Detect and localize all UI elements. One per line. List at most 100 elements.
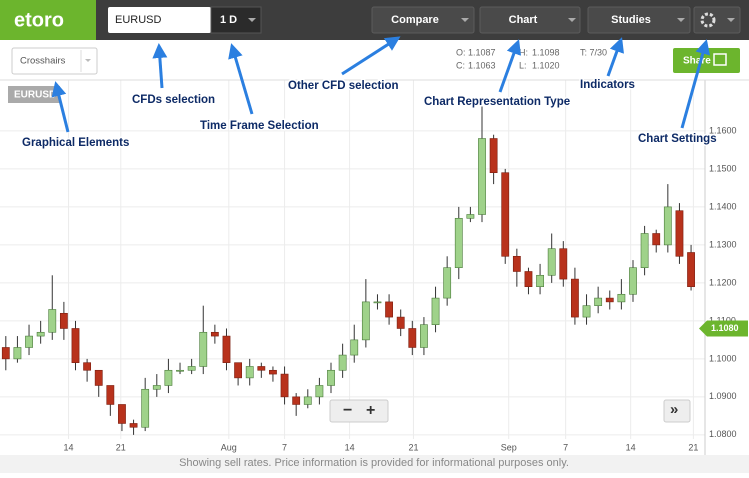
footer-bg bbox=[0, 455, 749, 473]
x-tick-label: Aug bbox=[221, 442, 237, 452]
candle-body bbox=[141, 388, 150, 428]
candle-body bbox=[396, 316, 405, 329]
annotation-arrows bbox=[51, 36, 710, 133]
candle-body bbox=[292, 396, 301, 405]
candle-body bbox=[48, 309, 57, 333]
share-icon bbox=[713, 53, 727, 66]
candle-body bbox=[687, 252, 695, 287]
ohlc-value: 1.1020 bbox=[532, 60, 560, 70]
candle-body bbox=[13, 347, 22, 360]
candle-body bbox=[199, 331, 208, 367]
candle-body bbox=[25, 335, 33, 348]
y-tick-label: 1.1600 bbox=[709, 125, 737, 135]
scroll-icon: » bbox=[670, 401, 678, 418]
y-tick-label: 1.1200 bbox=[709, 277, 737, 287]
candle-body bbox=[152, 385, 161, 390]
candle-body bbox=[83, 362, 92, 371]
candle-body bbox=[675, 210, 684, 257]
compare-button[interactable] bbox=[371, 6, 475, 34]
candle-body bbox=[478, 138, 486, 215]
y-tick-label: 1.1000 bbox=[709, 353, 737, 363]
candle-body bbox=[118, 404, 126, 424]
candle-body bbox=[36, 331, 45, 337]
axis-bg bbox=[705, 80, 749, 455]
caret bbox=[727, 18, 735, 22]
ohlc-time: T: 7/30 bbox=[580, 47, 607, 57]
candle-body bbox=[176, 369, 184, 372]
candle-body bbox=[466, 214, 475, 219]
candle-body bbox=[547, 248, 556, 276]
candle-body bbox=[59, 312, 68, 329]
arrow bbox=[152, 43, 168, 89]
annotation: Time Frame Selection bbox=[200, 120, 319, 132]
y-tick-label: 1.1300 bbox=[709, 239, 737, 249]
symbol-badge-text: EURUSD bbox=[14, 90, 56, 101]
ohlc-label: O: bbox=[456, 47, 466, 57]
caret bbox=[248, 18, 256, 22]
candle-body bbox=[373, 301, 382, 304]
y-tick-label: 1.1400 bbox=[709, 201, 737, 211]
caret bbox=[461, 18, 469, 22]
candle-body bbox=[280, 373, 289, 398]
annotation: Other CFD selection bbox=[288, 80, 399, 92]
candle-body bbox=[315, 385, 324, 398]
candle-body bbox=[571, 278, 579, 318]
crosshairs-text: Crosshairs bbox=[20, 56, 66, 67]
zoom-out[interactable]: − bbox=[343, 402, 352, 419]
symbol-text: EURUSD bbox=[115, 14, 162, 26]
candle-body bbox=[222, 335, 231, 363]
caret bbox=[568, 18, 576, 22]
symbol-badge bbox=[8, 86, 60, 103]
candle-body bbox=[512, 255, 521, 272]
candle-body bbox=[408, 328, 417, 348]
crosshairs-dropdown[interactable] bbox=[11, 47, 98, 75]
candle-body bbox=[652, 233, 661, 246]
ohlc-value: 1.1063 bbox=[468, 60, 496, 70]
studies-text: Studies bbox=[611, 14, 651, 26]
settings-button[interactable] bbox=[693, 6, 741, 34]
x-tick-label: 21 bbox=[688, 442, 698, 452]
ohlc-value: 1.1098 bbox=[532, 47, 560, 57]
candle-body bbox=[164, 369, 173, 386]
arrow bbox=[498, 39, 521, 93]
studies-button[interactable] bbox=[587, 6, 691, 34]
x-tick-label: Sep bbox=[501, 442, 517, 452]
zoom-control bbox=[329, 399, 389, 423]
y-tick-label: 1.0800 bbox=[709, 429, 737, 439]
x-tick-label: 21 bbox=[408, 442, 418, 452]
candle-body bbox=[420, 324, 428, 348]
candle-body bbox=[269, 369, 277, 375]
annotation: CFDs selection bbox=[132, 94, 215, 106]
annotation: Chart Representation Type bbox=[424, 96, 570, 108]
arrow bbox=[51, 81, 70, 133]
candle-body bbox=[443, 267, 452, 299]
ohlc-label: H: bbox=[519, 47, 528, 57]
candle-body bbox=[431, 297, 440, 325]
caret bbox=[677, 18, 685, 22]
candle-body bbox=[536, 274, 544, 287]
zoom-in[interactable]: + bbox=[366, 402, 375, 419]
x-tick-label: 21 bbox=[116, 442, 126, 452]
x-tick-label: 7 bbox=[563, 442, 568, 452]
x-tick-label: 14 bbox=[64, 442, 74, 452]
candle-body bbox=[454, 217, 463, 268]
last-price-label: 1.1080 bbox=[711, 323, 739, 333]
chart-button[interactable] bbox=[479, 6, 581, 34]
ohlc-value: 1.1087 bbox=[468, 47, 496, 57]
timeframe-text: 1 D bbox=[220, 14, 237, 26]
x-tick-label: 14 bbox=[345, 442, 355, 452]
candle-body bbox=[106, 385, 115, 405]
x-tick-label: 14 bbox=[626, 442, 636, 452]
arrow bbox=[228, 43, 254, 115]
annotation: Chart Settings bbox=[638, 133, 717, 145]
compare-text: Compare bbox=[391, 14, 439, 26]
scroll-button[interactable] bbox=[663, 399, 691, 423]
candle-body bbox=[582, 305, 591, 318]
annotation: Indicators bbox=[580, 79, 635, 91]
candle-body bbox=[303, 396, 312, 405]
symbol-input[interactable] bbox=[108, 7, 211, 33]
candle-body bbox=[663, 206, 672, 246]
candle-body bbox=[210, 331, 219, 337]
candle-body bbox=[617, 293, 626, 303]
